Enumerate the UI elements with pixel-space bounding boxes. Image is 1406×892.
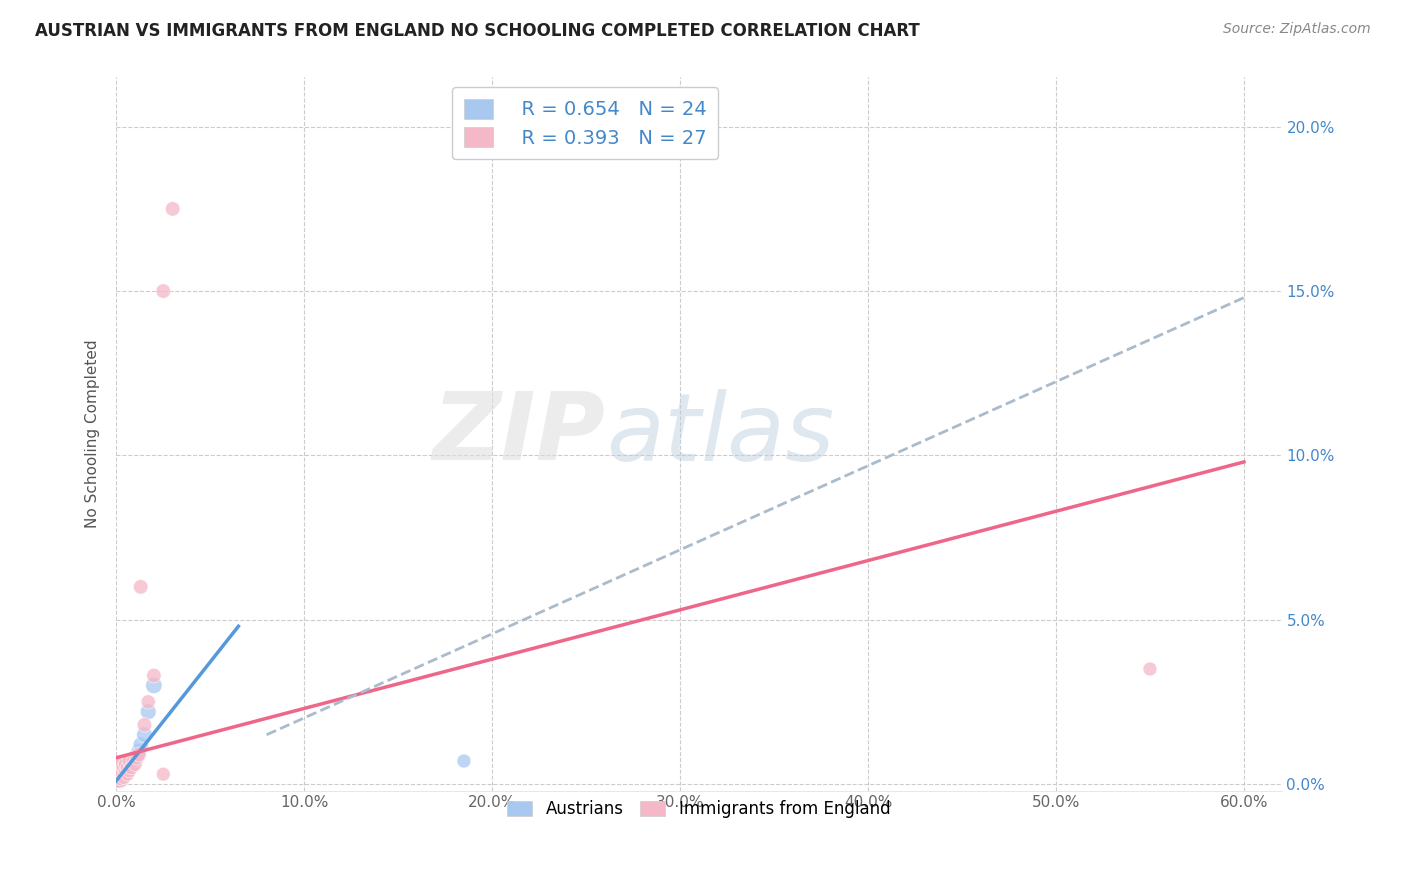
Point xyxy=(120,761,142,775)
Point xyxy=(120,754,142,768)
Text: Source: ZipAtlas.com: Source: ZipAtlas.com xyxy=(1223,22,1371,37)
Point xyxy=(111,767,134,781)
Point xyxy=(118,764,141,778)
Point xyxy=(124,754,146,768)
Point xyxy=(125,750,148,764)
Point xyxy=(118,764,141,778)
Point xyxy=(453,754,475,768)
Point xyxy=(129,738,152,752)
Point xyxy=(114,761,136,775)
Point xyxy=(107,761,129,775)
Point xyxy=(107,771,129,785)
Point xyxy=(112,771,135,785)
Point xyxy=(111,757,134,772)
Point xyxy=(1139,662,1161,676)
Point xyxy=(117,761,139,775)
Point xyxy=(118,754,141,768)
Point xyxy=(142,668,165,682)
Y-axis label: No Schooling Completed: No Schooling Completed xyxy=(86,340,100,528)
Point xyxy=(125,747,148,762)
Point xyxy=(117,767,139,781)
Text: AUSTRIAN VS IMMIGRANTS FROM ENGLAND NO SCHOOLING COMPLETED CORRELATION CHART: AUSTRIAN VS IMMIGRANTS FROM ENGLAND NO S… xyxy=(35,22,920,40)
Point xyxy=(112,764,135,778)
Point xyxy=(134,718,156,732)
Point xyxy=(114,757,136,772)
Point xyxy=(112,771,135,785)
Point xyxy=(134,728,156,742)
Point xyxy=(152,284,174,298)
Point xyxy=(136,695,159,709)
Point xyxy=(128,744,150,758)
Text: atlas: atlas xyxy=(606,389,834,480)
Point xyxy=(124,750,146,764)
Text: ZIP: ZIP xyxy=(433,388,606,480)
Point xyxy=(117,767,139,781)
Point xyxy=(136,705,159,719)
Point xyxy=(108,773,131,788)
Point xyxy=(112,761,135,775)
Point xyxy=(122,757,145,772)
Point xyxy=(108,764,131,778)
Point xyxy=(114,767,136,781)
Point xyxy=(117,761,139,775)
Point xyxy=(120,761,142,775)
Point xyxy=(111,767,134,781)
Point xyxy=(128,747,150,762)
Point xyxy=(108,771,131,785)
Point xyxy=(118,757,141,772)
Point xyxy=(124,757,146,772)
Point xyxy=(107,767,129,781)
Point xyxy=(114,764,136,778)
Point xyxy=(111,773,134,788)
Point xyxy=(129,580,152,594)
Point xyxy=(142,678,165,692)
Point xyxy=(162,202,184,216)
Legend: Austrians, Immigrants from England: Austrians, Immigrants from England xyxy=(501,794,897,825)
Point xyxy=(152,767,174,781)
Point xyxy=(122,754,145,768)
